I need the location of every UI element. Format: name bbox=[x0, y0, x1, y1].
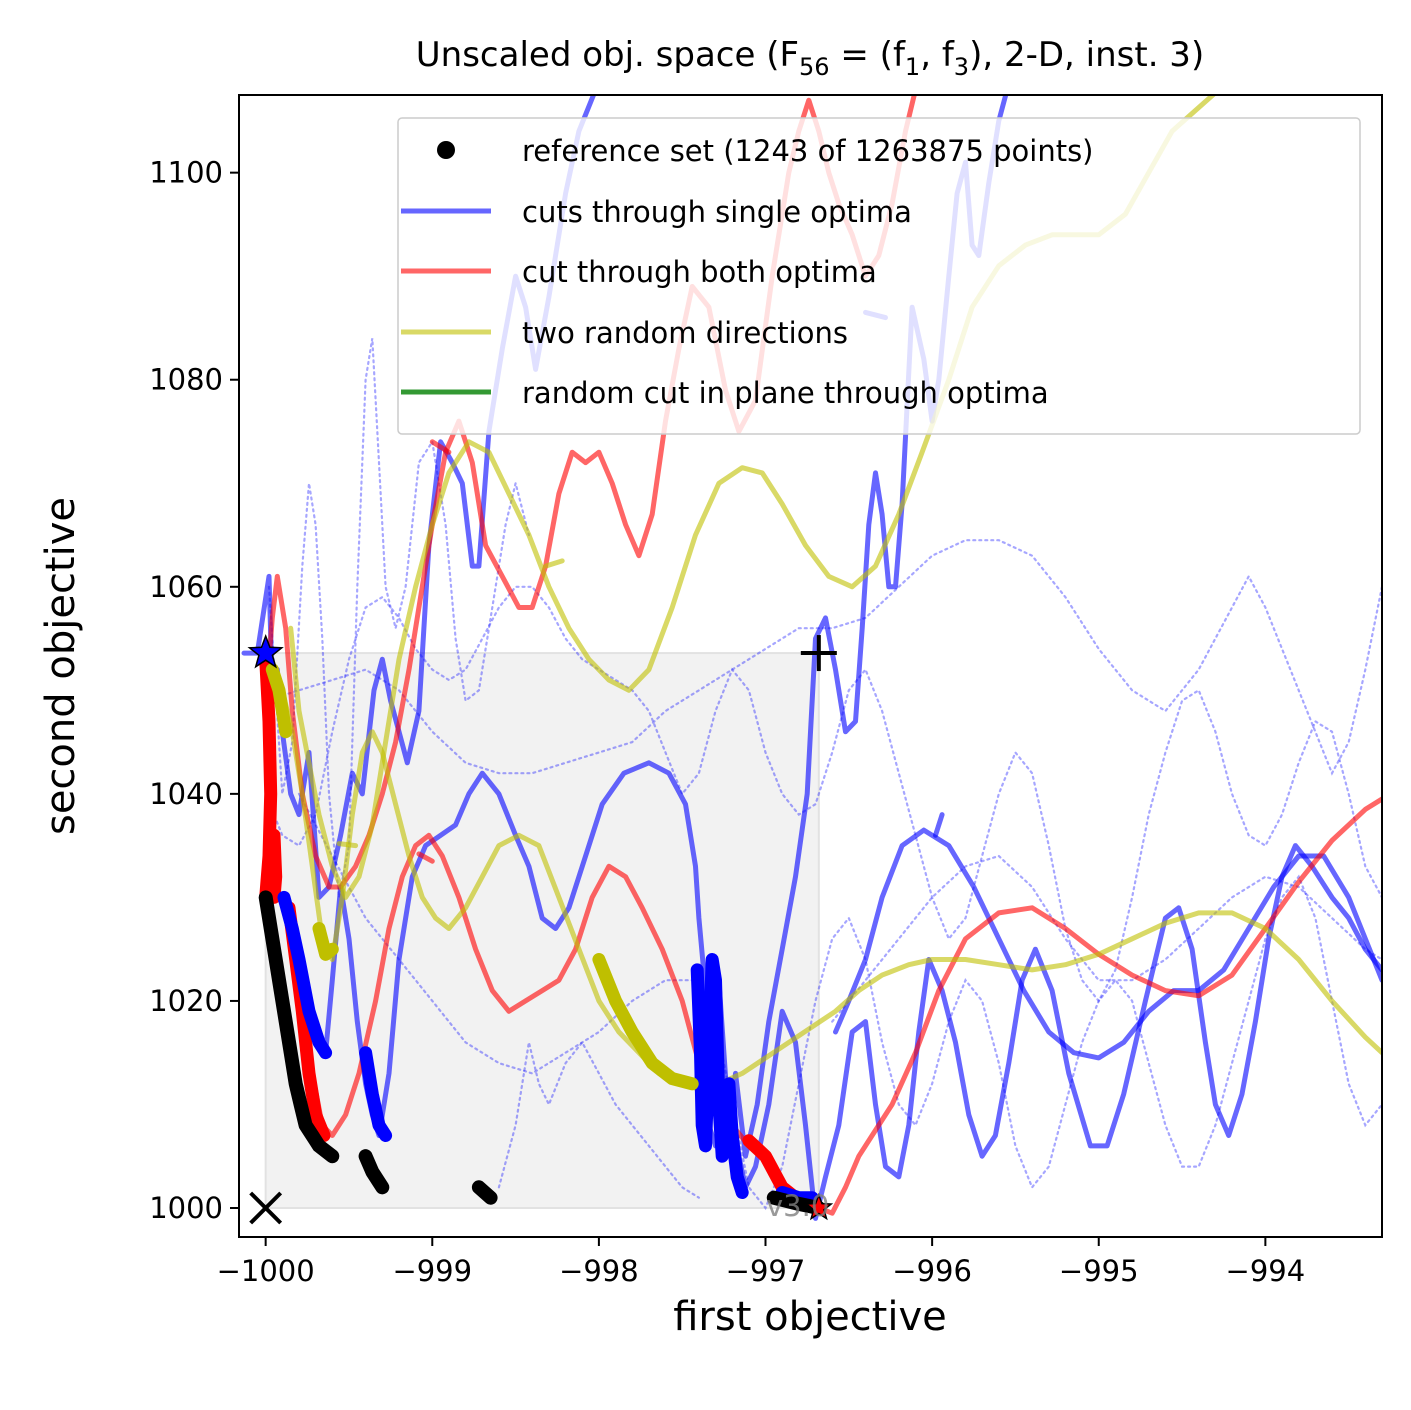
reference-set-points bbox=[471, 1180, 498, 1205]
series-line-2 bbox=[696, 843, 1382, 1221]
thick-segment bbox=[592, 953, 699, 1091]
optimum-2-star bbox=[804, 1192, 834, 1221]
reference-set-points bbox=[358, 1149, 390, 1195]
dotted-cut-line bbox=[264, 585, 1382, 1003]
thick-segment bbox=[690, 953, 729, 1163]
short-segment bbox=[933, 812, 945, 838]
chart-title: Unscaled obj. space (F56 = (f1, f3), 2-D… bbox=[416, 35, 1204, 81]
legend-label-single-optima: cuts through single optima bbox=[522, 195, 912, 229]
legend-label-both-optima: cut through both optima bbox=[522, 255, 877, 289]
title-part-1: Unscaled obj. space (F bbox=[416, 35, 799, 75]
title-part-3: , f bbox=[920, 35, 955, 75]
dotted-cut-line bbox=[297, 792, 1382, 1211]
legend-label-random-cut: random cut in plane through optima bbox=[522, 376, 1049, 410]
series-line-3 bbox=[833, 827, 1382, 1061]
dotted-cuts bbox=[264, 338, 1382, 1211]
thick-segment bbox=[722, 1077, 749, 1199]
y-tick-label: 1100 bbox=[149, 156, 223, 190]
thick-segment bbox=[265, 663, 293, 739]
thick-segment bbox=[277, 890, 333, 1060]
title-part-2: = (f bbox=[830, 35, 906, 75]
y-tick-label: 1000 bbox=[149, 1191, 223, 1225]
plot-frame bbox=[238, 94, 1383, 1238]
optimum-1-star bbox=[247, 633, 284, 669]
x-tick-label: −995 bbox=[1059, 1254, 1139, 1288]
short-segment bbox=[429, 439, 452, 455]
reference-set bbox=[258, 890, 826, 1215]
dotted-cut-line bbox=[264, 539, 1382, 776]
reference-set-points bbox=[258, 890, 340, 1164]
title-sub-56: 56 bbox=[799, 53, 830, 81]
y-axis-label: second objective bbox=[38, 497, 84, 835]
y-tick-label: 1040 bbox=[149, 777, 223, 811]
y-axis-ticks: 1000 1020 1040 1060 1080 1100 bbox=[149, 156, 239, 1225]
x-tick-label: −994 bbox=[1226, 1254, 1306, 1288]
short-segment bbox=[336, 841, 359, 849]
short-segment bbox=[543, 558, 565, 569]
x-tick-label: −998 bbox=[559, 1254, 639, 1288]
legend-label-reference-set: reference set (1243 of 1263875 points) bbox=[522, 134, 1094, 168]
point-markers bbox=[247, 633, 837, 1225]
dotted-cut-line bbox=[267, 338, 530, 898]
y-tick-label: 1020 bbox=[149, 984, 223, 1018]
dotted-cut-line bbox=[831, 854, 1382, 1023]
x-tick-label: −999 bbox=[392, 1254, 472, 1288]
short-segment bbox=[416, 851, 435, 864]
thick-segment bbox=[267, 828, 283, 904]
legend-marker-reference-set bbox=[437, 141, 455, 159]
x-tick-label: −1000 bbox=[217, 1254, 315, 1288]
nadir-point-marker bbox=[800, 635, 837, 672]
thick-segment bbox=[359, 1046, 393, 1142]
series-line-4 bbox=[263, 95, 917, 890]
dotted-cut-line bbox=[497, 1040, 700, 1199]
thick-segment bbox=[312, 922, 339, 961]
legend: reference set (1243 of 1263875 points) c… bbox=[397, 117, 1361, 435]
thick-segments bbox=[259, 652, 819, 1212]
title-part-4: ), 2-D, inst. 3) bbox=[969, 35, 1204, 75]
x-tick-label: −996 bbox=[892, 1254, 972, 1288]
x-tick-label: −997 bbox=[726, 1254, 806, 1288]
legend-box bbox=[397, 117, 1361, 435]
title-sub-3: 3 bbox=[954, 53, 969, 81]
x-axis-ticks: −1000 −999 −998 −997 −996 −995 −994 bbox=[217, 1237, 1306, 1288]
version-label: v3.0 bbox=[766, 1189, 829, 1223]
title-sub-1: 1 bbox=[905, 53, 920, 81]
legend-label-random-directions: two random directions bbox=[522, 316, 848, 350]
y-tick-label: 1080 bbox=[149, 363, 223, 397]
x-axis-label: first objective bbox=[673, 1294, 947, 1340]
y-tick-label: 1060 bbox=[149, 570, 223, 604]
thick-segment bbox=[259, 652, 278, 904]
ideal-point-marker bbox=[249, 1191, 283, 1225]
